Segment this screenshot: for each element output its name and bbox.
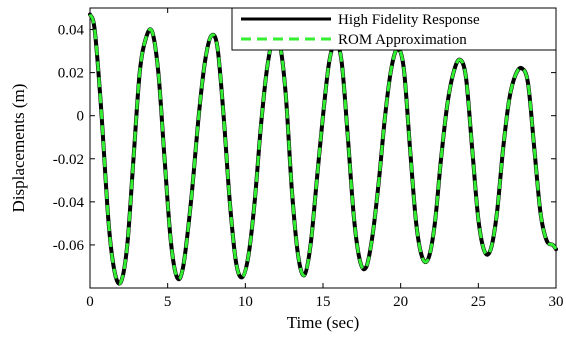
x-tick-label: 0 [86,294,94,310]
x-axis-ticks: 0 5 10 15 20 25 30 [86,8,564,310]
legend-box [231,7,557,51]
x-tick-label: 5 [164,294,172,310]
series-layer [88,12,558,286]
y-tick-label: -0.06 [53,238,85,254]
y-axis-ticks: 0.04 0.02 0 -0.02 -0.04 -0.06 [53,23,556,254]
y-tick-label: 0.02 [58,66,84,82]
legend: High Fidelity Response ROM Approximation [231,7,557,51]
legend-label-rom: ROM Approximation [338,32,467,48]
legend-label-high-fidelity: High Fidelity Response [338,12,480,28]
x-tick-label: 30 [549,294,564,310]
x-tick-label: 15 [316,294,331,310]
plot-area [89,7,557,289]
series-line-rom [88,13,558,286]
y-axis-title: Displacements (m) [9,84,28,213]
x-tick-label: 10 [238,294,253,310]
x-axis-title: Time (sec) [287,313,360,332]
y-tick-label: 0 [77,109,85,125]
x-tick-label: 25 [471,294,486,310]
y-tick-label: -0.02 [53,152,84,168]
y-tick-label: -0.04 [53,195,85,211]
y-tick-label: 0.04 [58,23,85,39]
x-tick-label: 20 [393,294,408,310]
